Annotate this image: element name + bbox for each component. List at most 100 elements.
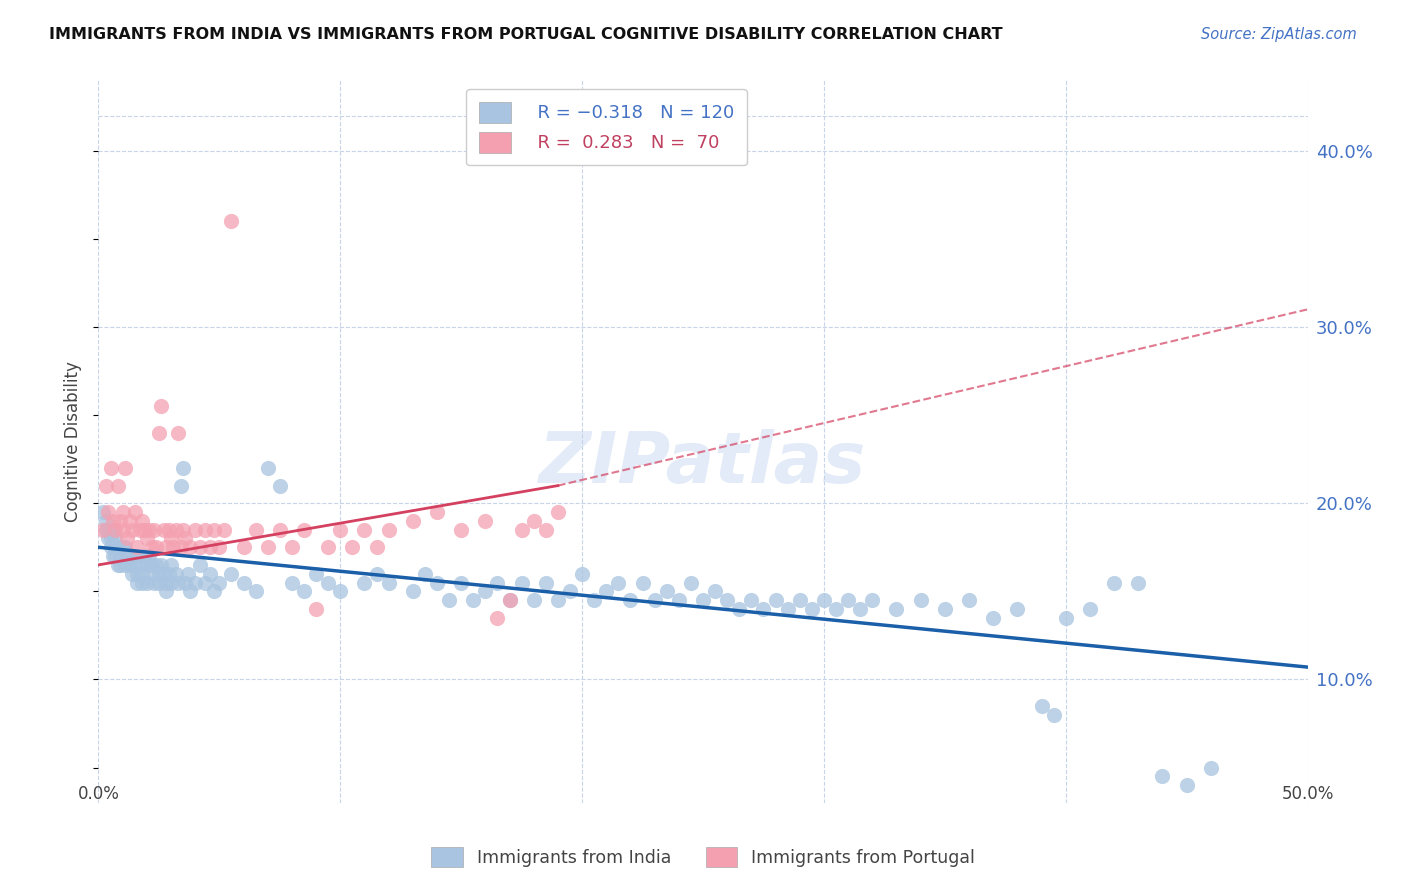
- Point: [131, 566, 153, 581]
- Point: [174, 532, 197, 546]
- Point: [910, 593, 932, 607]
- Point: [716, 593, 738, 607]
- Point: [174, 575, 197, 590]
- Point: [172, 523, 194, 537]
- Point: [245, 584, 267, 599]
- Point: [155, 584, 177, 599]
- Point: [167, 575, 190, 590]
- Point: [813, 593, 835, 607]
- Point: [765, 593, 787, 607]
- Point: [160, 532, 183, 546]
- Point: [134, 549, 156, 563]
- Point: [316, 575, 339, 590]
- Point: [221, 566, 243, 581]
- Point: [104, 523, 127, 537]
- Text: 50.0%: 50.0%: [1281, 785, 1334, 803]
- Point: [402, 514, 425, 528]
- Point: [141, 558, 163, 572]
- Point: [450, 523, 472, 537]
- Point: [1175, 778, 1198, 792]
- Point: [704, 584, 727, 599]
- Point: [128, 523, 150, 537]
- Point: [619, 593, 641, 607]
- Point: [131, 575, 153, 590]
- Point: [94, 523, 117, 537]
- Point: [107, 558, 129, 572]
- Point: [486, 611, 509, 625]
- Point: [194, 575, 217, 590]
- Point: [145, 541, 167, 555]
- Point: [281, 541, 304, 555]
- Point: [305, 566, 328, 581]
- Point: [655, 584, 678, 599]
- Point: [108, 549, 131, 563]
- Point: [127, 575, 149, 590]
- Point: [510, 523, 533, 537]
- Point: [101, 549, 124, 563]
- Point: [184, 523, 207, 537]
- Point: [1199, 760, 1222, 774]
- Point: [437, 593, 460, 607]
- Point: [342, 541, 364, 555]
- Point: [523, 593, 546, 607]
- Point: [523, 514, 546, 528]
- Point: [108, 514, 131, 528]
- Point: [498, 593, 520, 607]
- Point: [148, 425, 170, 440]
- Point: [165, 566, 187, 581]
- Point: [121, 523, 143, 537]
- Point: [111, 549, 134, 563]
- Point: [91, 523, 114, 537]
- Point: [165, 523, 187, 537]
- Legend:   R = −0.318   N = 120,   R =  0.283   N =  70: R = −0.318 N = 120, R = 0.283 N = 70: [465, 89, 747, 165]
- Point: [981, 611, 1004, 625]
- Point: [167, 425, 190, 440]
- Point: [152, 523, 174, 537]
- Point: [474, 584, 496, 599]
- Point: [150, 399, 173, 413]
- Point: [97, 523, 120, 537]
- Point: [776, 602, 799, 616]
- Point: [1031, 698, 1053, 713]
- Point: [208, 541, 231, 555]
- Point: [127, 541, 149, 555]
- Point: [269, 523, 291, 537]
- Y-axis label: Cognitive Disability: Cognitive Disability: [65, 361, 83, 522]
- Point: [837, 593, 859, 607]
- Point: [179, 584, 201, 599]
- Point: [1042, 707, 1064, 722]
- Point: [256, 461, 278, 475]
- Point: [204, 584, 226, 599]
- Point: [269, 478, 291, 492]
- Point: [157, 523, 180, 537]
- Point: [402, 584, 425, 599]
- Point: [281, 575, 304, 590]
- Point: [138, 523, 160, 537]
- Point: [1128, 575, 1150, 590]
- Point: [194, 523, 217, 537]
- Point: [107, 478, 129, 492]
- Point: [316, 541, 339, 555]
- Point: [692, 593, 714, 607]
- Point: [101, 514, 124, 528]
- Point: [97, 532, 120, 546]
- Point: [118, 549, 141, 563]
- Point: [607, 575, 630, 590]
- Point: [143, 575, 166, 590]
- Point: [117, 549, 139, 563]
- Point: [141, 541, 163, 555]
- Point: [184, 575, 207, 590]
- Point: [124, 558, 146, 572]
- Point: [426, 505, 449, 519]
- Point: [740, 593, 762, 607]
- Point: [571, 566, 593, 581]
- Point: [135, 575, 157, 590]
- Point: [117, 532, 139, 546]
- Point: [886, 602, 908, 616]
- Point: [1102, 575, 1125, 590]
- Point: [789, 593, 811, 607]
- Point: [162, 541, 184, 555]
- Point: [498, 593, 520, 607]
- Point: [232, 575, 254, 590]
- Point: [534, 575, 557, 590]
